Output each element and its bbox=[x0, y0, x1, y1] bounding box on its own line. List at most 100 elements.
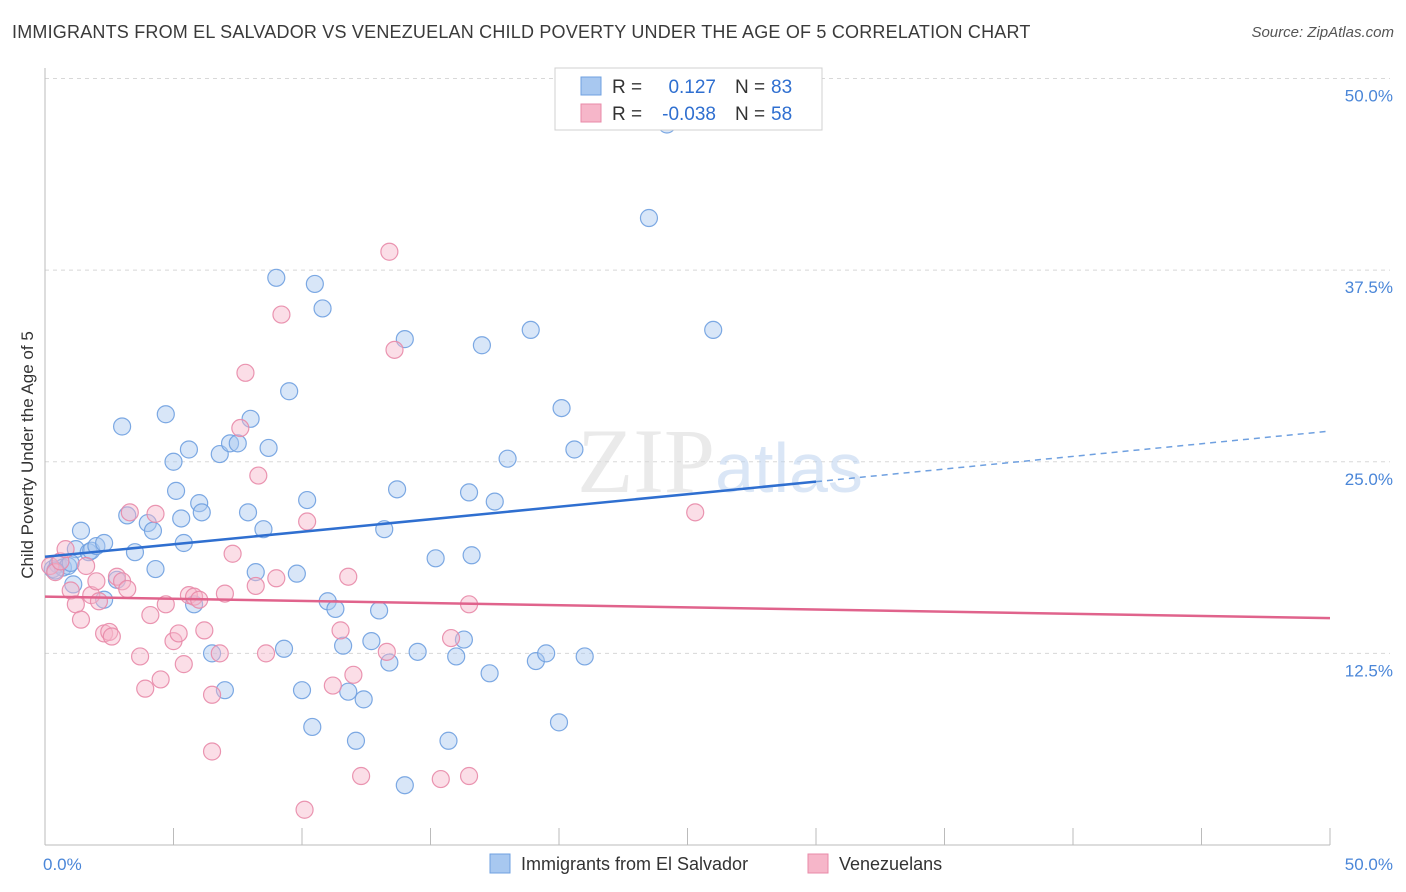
x-tick-labels: 0.0% 50.0% bbox=[43, 855, 1393, 874]
data-point bbox=[202, 685, 222, 704]
data-point bbox=[172, 509, 191, 528]
data-point bbox=[146, 504, 165, 523]
data-point bbox=[498, 449, 517, 468]
data-point bbox=[377, 642, 396, 661]
data-point bbox=[295, 800, 314, 819]
data-point bbox=[151, 670, 170, 689]
data-point bbox=[431, 769, 450, 789]
data-point bbox=[480, 664, 499, 683]
data-point bbox=[223, 544, 242, 563]
data-point bbox=[192, 503, 211, 522]
data-point bbox=[274, 639, 294, 658]
data-point bbox=[354, 690, 373, 709]
data-point bbox=[220, 434, 240, 453]
data-point bbox=[303, 717, 322, 737]
data-point bbox=[202, 644, 222, 663]
chart-title: IMMIGRANTS FROM EL SALVADOR VS VENEZUELA… bbox=[12, 22, 1031, 42]
trend-layer bbox=[44, 430, 1331, 620]
data-point bbox=[339, 567, 358, 586]
legend-swatch bbox=[580, 76, 602, 96]
data-point bbox=[521, 320, 540, 340]
data-point bbox=[77, 556, 96, 576]
data-point bbox=[395, 776, 414, 795]
data-point bbox=[380, 242, 399, 261]
data-point bbox=[380, 653, 399, 672]
data-point bbox=[549, 713, 569, 732]
grid-lines bbox=[45, 78, 1390, 654]
x-tick-label: 50.0% bbox=[1345, 855, 1393, 874]
top-legend: R = 0.127 N = 83 R = -0.038 N = 58 bbox=[554, 67, 823, 131]
data-point bbox=[231, 418, 250, 438]
y-tick-label: 25.0% bbox=[1345, 470, 1393, 489]
data-point bbox=[485, 492, 504, 511]
data-point bbox=[169, 624, 188, 643]
data-point bbox=[228, 434, 247, 453]
data-point bbox=[202, 742, 222, 761]
data-point bbox=[552, 398, 571, 418]
bottom-legend-swatch bbox=[489, 853, 511, 874]
data-point bbox=[313, 299, 332, 318]
data-point bbox=[292, 681, 312, 700]
data-point bbox=[241, 409, 260, 428]
data-point bbox=[267, 569, 286, 588]
legend-r-label: R = bbox=[612, 77, 642, 98]
data-point bbox=[156, 595, 175, 614]
data-point bbox=[61, 581, 80, 600]
data-point bbox=[143, 521, 163, 540]
data-point bbox=[238, 503, 258, 522]
data-point bbox=[459, 483, 479, 502]
data-point bbox=[472, 336, 491, 355]
data-point bbox=[164, 452, 183, 471]
data-point bbox=[156, 405, 175, 424]
series-0 bbox=[43, 115, 723, 795]
legend-n-value: 58 bbox=[771, 104, 792, 125]
data-point bbox=[287, 564, 306, 583]
y-tick-label: 37.5% bbox=[1345, 278, 1393, 297]
data-point bbox=[439, 731, 458, 750]
data-point bbox=[112, 417, 132, 436]
data-point bbox=[462, 546, 481, 565]
data-point bbox=[272, 305, 291, 324]
legend-n-value: 83 bbox=[771, 77, 792, 98]
data-point bbox=[254, 520, 273, 539]
data-point bbox=[141, 605, 160, 625]
bottom-legend: Immigrants from El Salvador Venezuelans bbox=[489, 853, 942, 874]
data-point bbox=[71, 610, 91, 629]
data-point bbox=[95, 533, 114, 553]
data-point bbox=[370, 601, 389, 620]
data-point bbox=[102, 627, 121, 646]
legend-n-label: N = bbox=[735, 77, 765, 98]
trend-line-series-1 bbox=[44, 595, 1331, 620]
data-point bbox=[537, 644, 556, 663]
data-point bbox=[298, 512, 317, 531]
data-point bbox=[346, 731, 366, 750]
data-point bbox=[179, 440, 199, 459]
data-point bbox=[87, 572, 106, 591]
data-point bbox=[46, 563, 65, 582]
data-point bbox=[236, 363, 255, 382]
source-label: Source: ZipAtlas.com bbox=[1251, 24, 1394, 41]
data-point bbox=[146, 559, 165, 579]
bottom-legend-label: Immigrants from El Salvador bbox=[521, 854, 748, 874]
legend-r-value: -0.038 bbox=[662, 104, 716, 125]
data-point bbox=[259, 438, 278, 458]
y-tick-label: 12.5% bbox=[1345, 661, 1393, 680]
data-point bbox=[331, 621, 350, 640]
data-point bbox=[385, 340, 404, 359]
data-point bbox=[362, 632, 381, 651]
data-point bbox=[441, 628, 461, 648]
data-point bbox=[210, 644, 229, 663]
data-point bbox=[408, 642, 427, 661]
data-point bbox=[249, 466, 268, 485]
y-axis-label: Child Poverty Under the Age of 5 bbox=[18, 331, 37, 579]
data-point bbox=[639, 208, 659, 228]
legend-swatch bbox=[580, 103, 602, 123]
y-tick-label: 50.0% bbox=[1345, 87, 1393, 106]
data-point bbox=[575, 647, 594, 666]
data-point bbox=[256, 644, 276, 663]
data-point bbox=[120, 503, 139, 522]
x-tick-label: 0.0% bbox=[43, 855, 82, 874]
data-point bbox=[280, 382, 299, 401]
data-point bbox=[344, 665, 363, 684]
data-point bbox=[686, 503, 705, 522]
